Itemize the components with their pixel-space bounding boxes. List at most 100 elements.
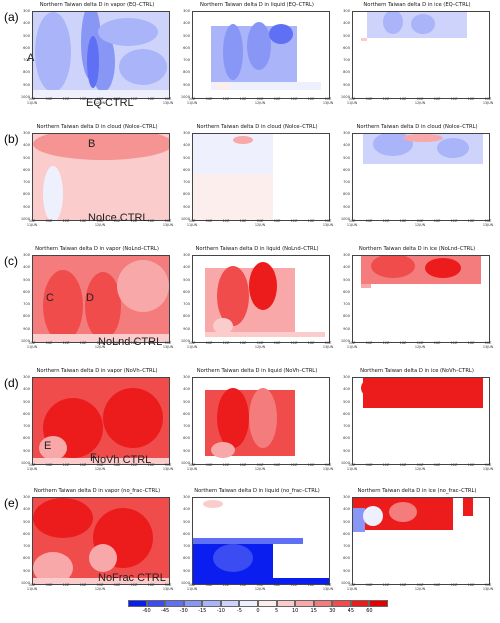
x-tick-label: 18Z	[467, 219, 475, 223]
y-tick-label: 400	[23, 143, 30, 148]
plot-area	[32, 11, 170, 99]
y-tick-label: 700	[343, 180, 350, 185]
y-tick-label: 800	[183, 192, 190, 197]
contour-field	[361, 378, 483, 408]
x-tick-label: 18Z	[307, 583, 315, 587]
contour-field	[33, 378, 169, 464]
experiment-label: NoFrac CTRL	[98, 572, 166, 584]
x-tick-label: 18Z	[239, 583, 247, 587]
x-tick-label: 00Z 12JUN	[254, 583, 266, 591]
panel-title: Northern Taiwan delta D in vapor (no_fra…	[33, 488, 161, 494]
colorbar-label: -30	[179, 608, 188, 614]
x-tick-label: 06Z	[45, 463, 53, 467]
x-tick-label: 12Z	[382, 583, 390, 587]
y-tick-label: 400	[343, 143, 350, 148]
colorbar-label: 45	[347, 608, 355, 614]
plot-area	[32, 255, 170, 343]
y-tick-label: 800	[183, 436, 190, 441]
x-tick-label: 06Z	[433, 219, 441, 223]
y-tick-label: 600	[183, 167, 190, 172]
x-tick-label: 12Z	[222, 341, 230, 345]
x-tick-label: 18Z	[79, 219, 87, 223]
panel-vapor: Northern Taiwan delta D in vapor (EQ–CTR…	[20, 2, 174, 104]
x-tick-label: 00Z 13JUN	[322, 97, 334, 105]
y-tick-label: 1000	[340, 217, 350, 221]
y-tick-label: 400	[343, 507, 350, 512]
y-tick-label: 400	[343, 265, 350, 270]
colorbar-swatch	[202, 600, 221, 607]
x-tick-label: 12Z	[222, 583, 230, 587]
y-tick-label: 800	[183, 314, 190, 319]
y-tick-label: 600	[23, 45, 30, 50]
y-tick-label: 900	[183, 448, 190, 453]
x-tick-label: 00Z 12JUN	[414, 583, 426, 591]
y-tick-label: 600	[183, 289, 190, 294]
x-tick-label: 18Z	[467, 583, 475, 587]
y-tick-label: 300	[183, 131, 190, 135]
x-tick-label: 12Z	[62, 97, 70, 101]
x-tick-label: 00Z 12JUN	[94, 341, 106, 349]
x-tick-label: 00Z 13JUN	[482, 463, 494, 471]
x-tick-label: 06Z	[365, 97, 373, 101]
x-tick-label: 18Z	[307, 463, 315, 467]
x-tick-label: 12Z	[290, 583, 298, 587]
x-tick-label: 00Z 11JUN	[186, 463, 198, 471]
x-tick-label: 12Z	[290, 219, 298, 223]
x-tick-label: 18Z	[79, 341, 87, 345]
y-tick-label: 300	[183, 253, 190, 257]
plot-area	[192, 255, 330, 343]
y-tick-label: 1000	[20, 339, 30, 343]
y-tick-label: 600	[343, 411, 350, 416]
colorbar-swatch	[350, 600, 370, 607]
y-tick-label: 800	[343, 314, 350, 319]
panel-title: Northern Taiwan delta D in ice (no_frac–…	[357, 488, 477, 494]
panel-cloud: Northern Taiwan delta D in cloud (NoIce–…	[180, 124, 334, 226]
x-tick-label: 06Z	[433, 341, 441, 345]
x-tick-label: 18Z	[239, 341, 247, 345]
plot-area	[192, 133, 330, 221]
y-tick-label: 800	[23, 556, 30, 561]
y-tick-label: 300	[23, 131, 30, 135]
colorbar-swatch	[332, 600, 351, 607]
x-tick-label: 18Z	[147, 219, 155, 223]
panel-cloud: Northern Taiwan delta D in cloud (NoIce–…	[340, 124, 494, 226]
colorbar-label: -10	[216, 608, 225, 614]
y-tick-label: 400	[23, 21, 30, 26]
colorbar-label: 60	[366, 608, 373, 614]
x-tick-label: 12Z	[62, 463, 70, 467]
x-tick-label: 00Z 11JUN	[26, 341, 38, 349]
y-tick-label: 300	[183, 495, 190, 499]
plot-area	[192, 377, 330, 465]
y-tick-label: 800	[183, 556, 190, 561]
x-tick-label: 06Z	[365, 219, 373, 223]
y-tick-label: 700	[23, 180, 30, 185]
x-tick-label: 00Z 11JUN	[346, 341, 358, 349]
x-tick-label: 00Z 13JUN	[322, 583, 334, 591]
x-tick-label: 06Z	[113, 463, 121, 467]
y-tick-label: 600	[23, 411, 30, 416]
y-tick-label: 400	[183, 21, 190, 26]
colorbar-label: -60	[142, 608, 151, 614]
x-tick-label: 18Z	[239, 463, 247, 467]
y-tick-label: 1000	[340, 95, 350, 99]
contour-field	[361, 256, 481, 288]
y-tick-label: 900	[23, 448, 30, 453]
y-tick-label: 800	[23, 70, 30, 75]
panel-title: Northern Taiwan delta D in cloud (NoIce–…	[36, 124, 158, 130]
x-tick-label: 00Z 11JUN	[186, 341, 198, 349]
y-tick-label: 900	[343, 82, 350, 87]
contour-field	[33, 12, 169, 98]
y-tick-label: 900	[23, 326, 30, 331]
y-tick-label: 700	[343, 424, 350, 429]
y-tick-label: 300	[183, 9, 190, 13]
y-tick-label: 900	[343, 326, 350, 331]
x-tick-label: 00Z 13JUN	[162, 219, 174, 227]
y-tick-label: 1000	[180, 217, 190, 221]
y-tick-label: 900	[343, 568, 350, 573]
x-tick-label: 06Z	[45, 97, 53, 101]
y-tick-label: 700	[23, 302, 30, 307]
x-tick-label: 12Z	[130, 97, 138, 101]
x-tick-label: 00Z 11JUN	[346, 583, 358, 591]
panel-vapor: Northern Taiwan delta D in vapor (NoVh–C…	[20, 368, 174, 470]
y-tick-label: 500	[183, 33, 190, 38]
